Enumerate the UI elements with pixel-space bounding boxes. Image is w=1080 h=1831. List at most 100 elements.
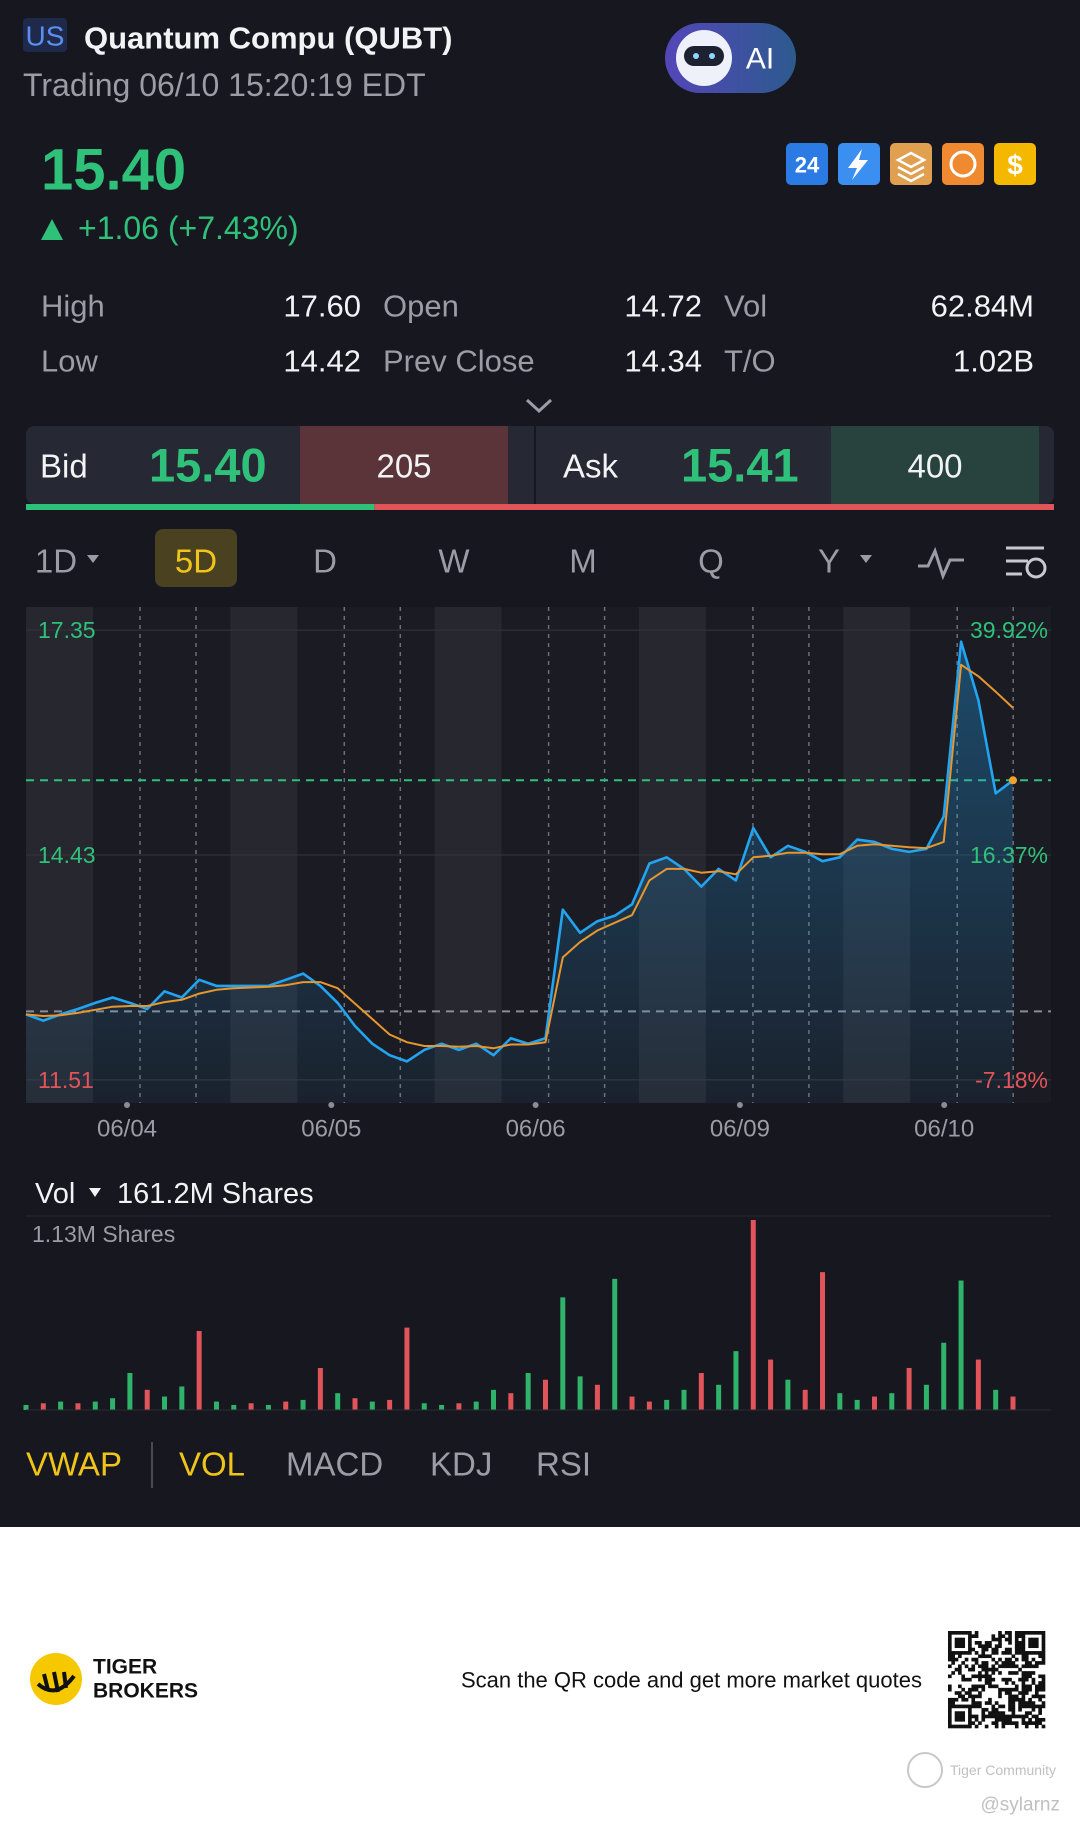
qr-module [968,1711,972,1715]
last-price-dot [1009,776,1017,785]
volume-total: 161.2M Shares [117,1178,314,1210]
price-line [25,640,1014,1063]
volume-bar [317,1367,323,1410]
qr-module [1021,1644,1026,1649]
qr-module [1031,1644,1036,1649]
qr-module [988,1711,992,1715]
settings-icon[interactable] [1006,546,1047,579]
qr-module [1038,1684,1042,1689]
qr-module [1038,1711,1042,1715]
qr-module [981,1667,986,1672]
last-price: 15.40 [41,138,186,203]
volume-bar [560,1297,566,1410]
badge-layers[interactable] [890,143,932,185]
volume-bar [785,1379,791,1410]
volume-bar [681,1389,687,1410]
volume-bar [733,1351,739,1410]
qr-module [991,1637,996,1642]
qr-module [951,1657,955,1662]
qr-module [1021,1654,1026,1659]
qr-module [961,1661,966,1665]
ai-label[interactable]: AI [746,43,774,76]
stat-label: T/O [724,344,776,379]
period-tab-active-bg[interactable] [155,529,237,587]
qr-module [948,1721,952,1725]
period-tab[interactable]: D [313,543,337,580]
qr-module [994,1724,999,1729]
qr-module [991,1671,996,1675]
qr-module [974,1657,979,1662]
qr-module [1031,1721,1036,1725]
indicator-tab[interactable]: VWAP [26,1446,122,1483]
qr-module [1031,1657,1036,1662]
qr-module [978,1704,982,1709]
qr-module [984,1674,989,1679]
qr-module [974,1631,979,1635]
volume-bar [750,1220,756,1410]
qr-module [1021,1697,1026,1702]
qr-module [1021,1641,1026,1645]
volume-bar [75,1403,81,1410]
badge-24h[interactable] [786,143,828,185]
badge-dollar[interactable] [994,143,1036,185]
qr-module [1028,1721,1032,1725]
badge-options[interactable] [942,143,984,185]
qr-module [1011,1654,1016,1659]
period-tab[interactable]: 5D [175,543,217,580]
qr-module [1004,1677,1009,1682]
qr-module [1001,1704,1006,1709]
qr-module [1018,1697,1022,1702]
qr-module [994,1651,999,1655]
qr-module [974,1701,979,1705]
x-tick-label: 06/10 [914,1116,974,1143]
qr-module [1018,1644,1022,1649]
qr-module [1004,1664,1009,1669]
qr-module [1004,1651,1009,1655]
period-tab[interactable]: 1D [35,543,77,580]
volume-bar [92,1401,98,1410]
indicator-icon[interactable] [918,546,964,581]
qr-module [968,1721,972,1725]
up-arrow [41,219,63,240]
qr-module [958,1664,962,1669]
volume-bar [23,1404,29,1410]
qr-module [991,1721,996,1725]
qr-module [961,1687,966,1692]
indicator-tab[interactable]: RSI [536,1446,591,1483]
qr-module [1034,1644,1039,1649]
period-tab[interactable]: Q [698,543,724,580]
qr-module [964,1697,969,1702]
qr-module [1028,1684,1032,1689]
qr-module [974,1687,979,1692]
indicator-tab[interactable]: VOL [179,1446,245,1483]
volume-bar [646,1401,652,1410]
qr-module [964,1724,969,1729]
qr-module [1028,1711,1032,1715]
qr-module [998,1714,1002,1719]
qr-module [974,1724,979,1729]
watermark: Tiger Community [950,1762,1056,1778]
qr-module [961,1631,966,1635]
qr-module [998,1644,1002,1649]
qr-module [1034,1661,1039,1665]
stat-value: 14.42 [283,344,361,379]
expand-chevron[interactable] [525,398,553,414]
indicator-tab[interactable]: MACD [286,1446,383,1483]
period-tab[interactable]: W [438,543,470,580]
stat-value: 14.34 [624,344,702,379]
qr-module [1018,1641,1022,1645]
qr-module [961,1677,966,1682]
qr-module [1034,1721,1039,1725]
period-tab[interactable]: M [569,543,597,580]
market-label: US [26,21,65,52]
qr-module [1024,1664,1029,1669]
qr-module [948,1634,952,1638]
period-tab[interactable]: Y [818,543,840,580]
qr-module [974,1641,979,1645]
ai-button[interactable]: AI [665,23,796,93]
qr-module [1041,1634,1046,1638]
ask-label: Ask [563,448,619,485]
qr-module [1011,1681,1016,1685]
author-handle: @sylarnz [981,1795,1060,1816]
indicator-tab[interactable]: KDJ [430,1446,492,1483]
